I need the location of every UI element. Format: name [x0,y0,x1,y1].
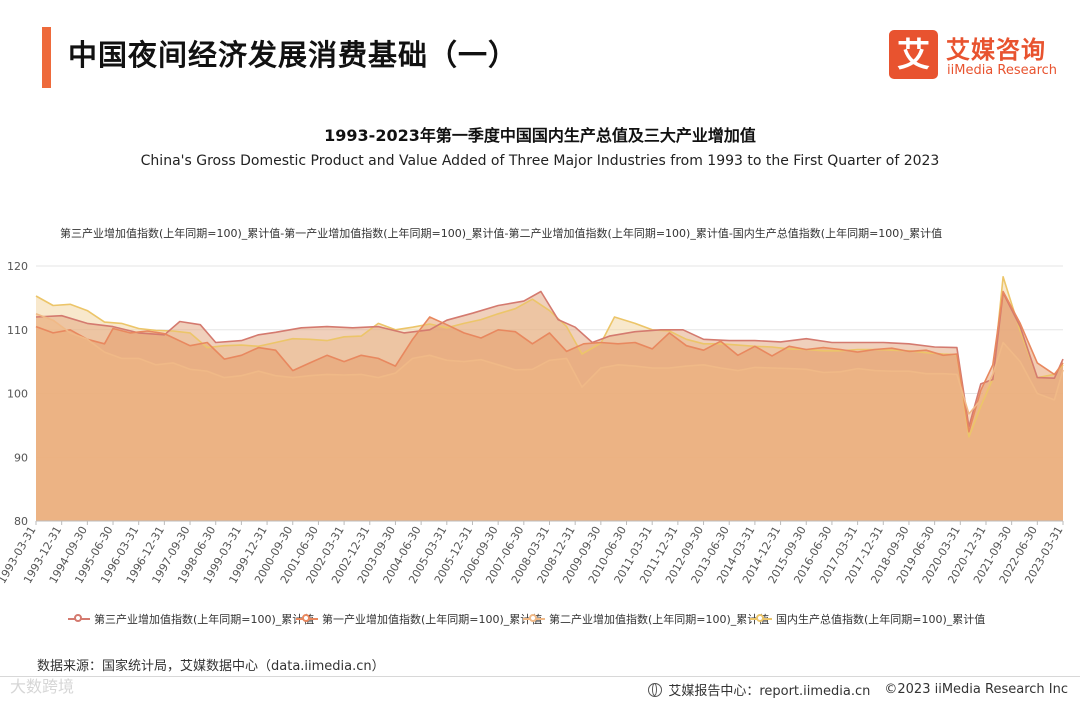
footer-report-link[interactable]: 艾媒报告中心：report.iimedia.cn [668,684,871,699]
brand-logo: 艾 艾媒咨询 iiMedia Research [889,30,1064,82]
y-tick-label: 100 [7,388,28,401]
series-line [35,313,1064,415]
legend-item-gdp[interactable]: 国内生产总值指数(上年同期=100)_累计值 [750,611,985,627]
y-tick-label: 110 [7,324,28,337]
chart-title: 1993-2023年第一季度中国国内生产总值及三大产业增加值 [324,126,756,145]
legend-label: 第一产业增加值指数(上年同期=100)_累计值 [322,613,543,626]
legend-item-secondary[interactable]: 第二产业增加值指数(上年同期=100)_累计值 [523,611,769,627]
logo-text-en: iiMedia Research [947,63,1058,78]
legend-label: 第三产业增加值指数(上年同期=100)_累计值 [94,613,315,626]
footer-divider [0,676,1080,677]
footer-copyright: ©2023 iiMedia Research Inc [884,682,1068,697]
legend-swatch-icon [523,613,545,625]
globe-icon [648,682,663,697]
y-tick-label: 120 [7,260,28,273]
series-line [35,290,1064,428]
series-area [36,313,1063,521]
legend-label: 国内生产总值指数(上年同期=100)_累计值 [776,613,986,626]
page-title: 中国夜间经济发展消费基础（一） [68,38,519,72]
chart-legend: 第三产业增加值指数(上年同期=100)_累计值 第一产业增加值指数(上年同期=1… [0,611,1080,629]
legend-item-primary[interactable]: 第一产业增加值指数(上年同期=100)_累计值 [296,611,542,627]
chart-subtitle: China's Gross Domestic Product and Value… [140,153,940,169]
logo-text-cn: 艾媒咨询 [946,36,1046,64]
legend-swatch-icon [750,613,772,625]
legend-label: 第二产业增加值指数(上年同期=100)_累计值 [549,613,770,626]
legend-swatch-icon [296,613,318,625]
watermark-text: 大数跨境 [10,677,75,696]
footer: 艾媒报告中心：report.iimedia.cn ©2023 iiMedia R… [648,680,1068,699]
legend-swatch-icon [68,613,90,625]
y-tick-label: 90 [14,451,28,464]
area-chart: 80901001101201993-03-311993-12-311994-09… [0,260,1066,586]
chart-series-header: 第三产业增加值指数(上年同期=100)_累计值-第一产业增加值指数(上年同期=1… [60,227,943,240]
series-line [35,290,1064,433]
title-accent-bar [42,27,51,88]
y-tick-label: 80 [14,515,28,528]
logo-mark: 艾 [889,30,938,79]
data-source-note: 数据来源：国家统计局，艾媒数据中心（data.iimedia.cn） [37,659,385,674]
legend-item-tertiary[interactable]: 第三产业增加值指数(上年同期=100)_累计值 [68,611,314,627]
